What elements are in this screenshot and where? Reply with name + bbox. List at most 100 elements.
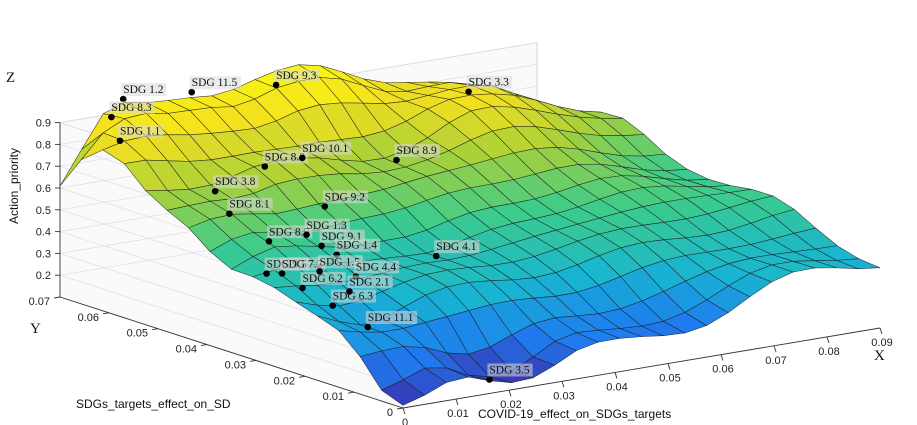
z-tick-label: 0.7 xyxy=(36,161,51,173)
x-tick-label: 0.08 xyxy=(818,346,839,358)
point-label-bg xyxy=(118,124,164,138)
point-label: SDG 6.2 xyxy=(303,273,344,285)
x-tick-label: 0.04 xyxy=(606,381,627,393)
point-label: SDG 3.3 xyxy=(469,77,510,89)
data-point xyxy=(299,284,306,292)
data-point xyxy=(432,252,440,260)
z-axis-title: Action_priority xyxy=(7,148,21,224)
point-label: SDG 8.2 xyxy=(265,152,306,164)
point-label-bg xyxy=(304,218,350,232)
point-label: SDG 1.4 xyxy=(337,240,378,252)
point-label: SDG 6.3 xyxy=(333,291,374,303)
point-label: SDG 1.3 xyxy=(307,220,348,232)
point-label: SDG 8.3 xyxy=(111,102,152,114)
data-point xyxy=(108,113,115,121)
point-label-bg xyxy=(300,271,346,285)
z-tick-label: 0.6 xyxy=(36,183,51,195)
point-label: SDG 8.5 xyxy=(269,226,310,238)
x-tick-label: 0.02 xyxy=(500,399,521,411)
data-point xyxy=(265,238,273,245)
y-tick-label: 0.05 xyxy=(127,328,148,340)
point-label-bg xyxy=(300,141,352,155)
point-label-bg xyxy=(353,260,400,274)
data-point xyxy=(278,270,286,277)
point-label-bg xyxy=(227,197,273,211)
surface-patch xyxy=(836,258,881,269)
y-tick-label: 0.04 xyxy=(176,344,197,356)
point-label: SDG 4.1 xyxy=(436,241,477,253)
point-label-bg xyxy=(274,68,320,82)
y-tick-mark xyxy=(298,375,306,378)
z-tick-label: 0.9 xyxy=(36,118,51,130)
point-label: SDG 4.4 xyxy=(356,262,397,274)
point-label-bg xyxy=(109,101,155,115)
data-point xyxy=(318,242,325,250)
x-tick-mark xyxy=(402,407,406,415)
x-tick-mark xyxy=(720,354,724,361)
y-tick-mark xyxy=(396,407,404,410)
data-point xyxy=(119,95,127,103)
point-label-bg xyxy=(322,190,369,204)
x-tick-label: 0.01 xyxy=(447,408,468,420)
x-tick-mark xyxy=(508,390,512,397)
point-label-bg xyxy=(487,363,533,377)
x-tick-mark xyxy=(667,363,671,370)
x-axis-line xyxy=(402,327,881,409)
point-label-bg xyxy=(330,289,376,303)
data-point xyxy=(321,203,329,210)
x-axis-letter: X xyxy=(874,348,885,364)
data-point xyxy=(188,88,195,96)
data-point xyxy=(364,323,372,331)
data-point xyxy=(486,376,493,383)
y-tick-label: 0.01 xyxy=(323,391,344,403)
x-tick-label: 0.07 xyxy=(765,355,786,367)
y-tick-label: 0.02 xyxy=(274,375,295,387)
point-label-bg xyxy=(394,144,440,158)
data-point xyxy=(346,288,353,295)
point-label-bg xyxy=(434,240,480,254)
z-tick-label: 0.2 xyxy=(36,270,51,282)
y-axis-title: SDGs_targets_effect_on_SD xyxy=(76,397,231,411)
z-axis-letter: Z xyxy=(6,70,15,86)
data-point xyxy=(261,163,269,170)
point-label: SDG 1.5 xyxy=(320,256,361,268)
point-label: SDG 1.2 xyxy=(123,84,164,96)
point-label-bg xyxy=(280,257,326,271)
data-point xyxy=(316,268,323,275)
point-label: SDG 7.2 xyxy=(282,258,323,270)
point-label: SDG 1.1 xyxy=(120,126,161,138)
data-points: SDG 1.2 SDG 8.3 SDG 11.5 SDG 9.3 SDG 3.3 SDG … xyxy=(108,68,533,383)
x-tick-label: 0.05 xyxy=(659,373,680,385)
x-tick-mark xyxy=(614,372,618,379)
point-label-bg xyxy=(334,238,380,252)
y-tick-label: 0.06 xyxy=(78,312,99,324)
data-point xyxy=(263,270,270,277)
x-tick-label: 0 xyxy=(402,417,408,425)
x-tick-label: 0.06 xyxy=(712,364,733,376)
point-label: SDG 9.2 xyxy=(325,191,366,203)
point-label: SDG 9.3 xyxy=(276,70,317,82)
point-label: SDG 8.9 xyxy=(397,145,438,157)
point-label-bg xyxy=(347,275,393,289)
data-point xyxy=(211,187,219,195)
point-label-bg xyxy=(466,75,512,89)
y-tick-label: 0.03 xyxy=(225,359,246,371)
point-label-bg xyxy=(262,150,309,164)
point-label: SDG 8.1 xyxy=(229,199,270,211)
axes: 0 0.01 0.02 0.03 0.04 0.05 0.06 0.07 0.08 0.09 0 0.… xyxy=(29,118,893,425)
z-tick-label: 0.4 xyxy=(36,227,51,239)
point-label-bg xyxy=(267,225,313,239)
y-tick-mark xyxy=(102,312,110,315)
x-tick-mark xyxy=(773,345,777,352)
z-tick-label: 0.8 xyxy=(36,139,51,151)
y-axis-line xyxy=(59,296,404,409)
data-point xyxy=(303,231,310,239)
y-tick-label: 0 xyxy=(387,407,393,419)
x-axis-title: COVID-19_effect_on_SDGs_targets xyxy=(478,407,671,421)
data-point xyxy=(329,302,337,309)
z-tick-label: 0.3 xyxy=(36,248,51,260)
point-label: SDG 3.8 xyxy=(215,176,256,188)
x-tick-mark xyxy=(561,381,565,388)
data-point xyxy=(272,81,280,89)
